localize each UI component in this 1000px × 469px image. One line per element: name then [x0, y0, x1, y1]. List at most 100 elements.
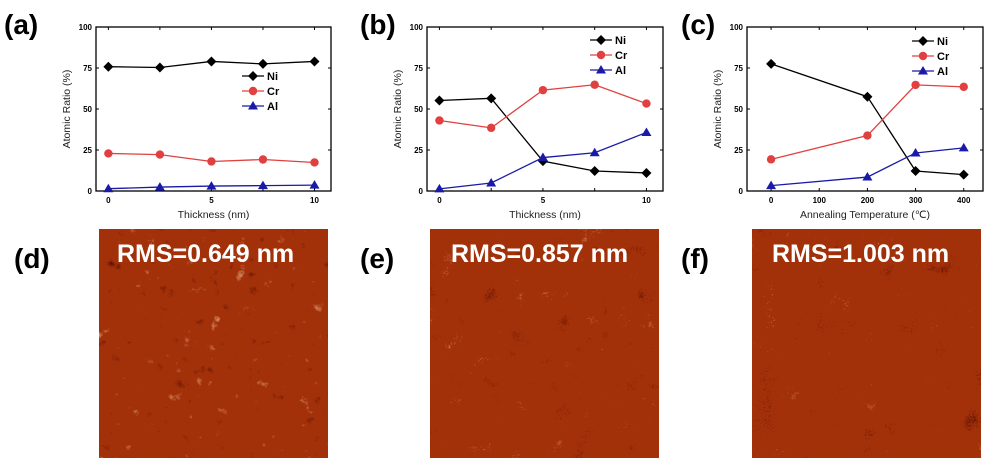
data-point-cr [155, 150, 165, 159]
data-point-cr [486, 123, 496, 133]
panel-label-b: (b) [360, 9, 396, 40]
legend-marker-ni [918, 36, 928, 46]
legend-marker-al [596, 65, 606, 74]
y-tick-label: 25 [414, 146, 423, 155]
data-point-ni [257, 58, 268, 69]
panel-label-a: (a) [4, 9, 38, 40]
series-cr [435, 80, 651, 133]
rms-label-f: RMS=1.003 nm [772, 240, 949, 268]
data-point-cr [863, 131, 872, 140]
data-point-ni [589, 165, 600, 176]
data-point-ni [641, 167, 652, 178]
y-axis-title: Atomic Ratio (%) [392, 70, 404, 149]
data-point-cr [959, 82, 968, 92]
afm-surface [99, 229, 328, 458]
data-point-ni [103, 61, 114, 72]
legend-label-cr: Cr [937, 51, 950, 63]
y-tick-label: 100 [79, 23, 93, 32]
x-tick-label: 400 [957, 196, 971, 205]
legend-marker-ni [596, 35, 606, 45]
y-tick-label: 25 [734, 146, 743, 155]
legend-label-cr: Cr [267, 86, 280, 98]
x-tick-label: 5 [209, 196, 214, 205]
data-point-cr [104, 149, 113, 158]
data-point-ni [910, 165, 921, 176]
data-point-ni [766, 58, 777, 69]
legend-label-al: Al [267, 101, 278, 113]
data-point-ni [206, 56, 217, 67]
y-tick-label: 75 [414, 64, 423, 73]
panel-label-c: (c) [681, 9, 715, 40]
series-line-al [771, 147, 964, 187]
data-point-al [589, 147, 600, 157]
chart-c: 0 25 50 75 100 0 100 200 300 400 Annealing Tempera… [712, 23, 984, 221]
data-point-al [862, 172, 873, 181]
legend-marker-cr [248, 86, 258, 96]
legend-label-al: Al [615, 65, 626, 77]
data-point-ni [958, 169, 969, 180]
afm-surface [430, 229, 659, 458]
data-point-cr [538, 85, 548, 95]
y-tick-label: 50 [83, 105, 92, 114]
data-point-cr [642, 99, 651, 108]
y-tick-label: 0 [739, 187, 744, 196]
y-tick-label: 25 [83, 146, 92, 155]
data-point-cr [207, 157, 216, 166]
x-tick-label: 10 [310, 196, 319, 205]
data-point-al [154, 182, 165, 191]
data-point-ni [486, 93, 497, 104]
x-tick-label: 0 [437, 196, 442, 205]
legend-label-ni: Ni [937, 36, 948, 48]
data-point-al [103, 183, 114, 193]
series-al [434, 127, 652, 193]
data-point-ni [309, 56, 320, 67]
data-point-al [958, 142, 969, 152]
x-axis-title: Thickness (nm) [509, 209, 581, 221]
legend-marker-al [918, 66, 928, 75]
y-tick-label: 75 [83, 64, 92, 73]
series-al [766, 142, 969, 190]
legend-label-ni: Ni [267, 71, 278, 83]
legend: Ni Cr Al [912, 36, 950, 78]
afm-image-d [99, 229, 328, 458]
y-axis-title: Atomic Ratio (%) [712, 70, 724, 149]
series-ni [103, 56, 320, 73]
data-point-cr [310, 158, 319, 167]
y-tick-label: 0 [88, 187, 93, 196]
series-al [103, 180, 320, 193]
y-tick-label: 75 [734, 64, 743, 73]
y-axis-title: Atomic Ratio (%) [61, 70, 73, 149]
y-tick-label: 100 [410, 23, 424, 32]
x-tick-label: 10 [642, 196, 651, 205]
afm-image-e [430, 229, 659, 458]
data-point-cr [590, 80, 599, 89]
data-point-al [537, 152, 548, 162]
data-point-cr [435, 116, 444, 125]
x-axis-title: Annealing Temperature (℃) [800, 209, 930, 221]
rms-label-e: RMS=0.857 nm [451, 240, 628, 268]
y-tick-label: 50 [414, 105, 423, 114]
data-point-al [434, 183, 445, 193]
afm-image-f [752, 229, 981, 458]
x-tick-label: 100 [813, 196, 827, 205]
data-point-al [206, 181, 217, 190]
x-tick-label: 5 [541, 196, 546, 205]
legend-label-al: Al [937, 66, 948, 78]
x-tick-label: 0 [106, 196, 111, 205]
panel-label-e: (e) [360, 243, 394, 274]
legend-marker-al [248, 101, 258, 110]
panel-label-f: (f) [681, 243, 709, 274]
data-point-cr [258, 155, 268, 164]
panel-label-d: (d) [14, 243, 50, 274]
data-point-ni [862, 91, 873, 102]
legend: Ni Cr Al [242, 71, 280, 113]
data-point-al [910, 147, 921, 157]
x-tick-label: 300 [909, 196, 923, 205]
x-tick-label: 200 [861, 196, 875, 205]
afm-surface [752, 229, 981, 458]
series-line-cr [770, 84, 964, 160]
chart-a: 0 25 50 75 100 0 5 10 Thickness (nm) Atomic Ratio… [61, 23, 332, 221]
rms-label-d: RMS=0.649 nm [117, 240, 294, 268]
legend-label-ni: Ni [615, 35, 626, 47]
